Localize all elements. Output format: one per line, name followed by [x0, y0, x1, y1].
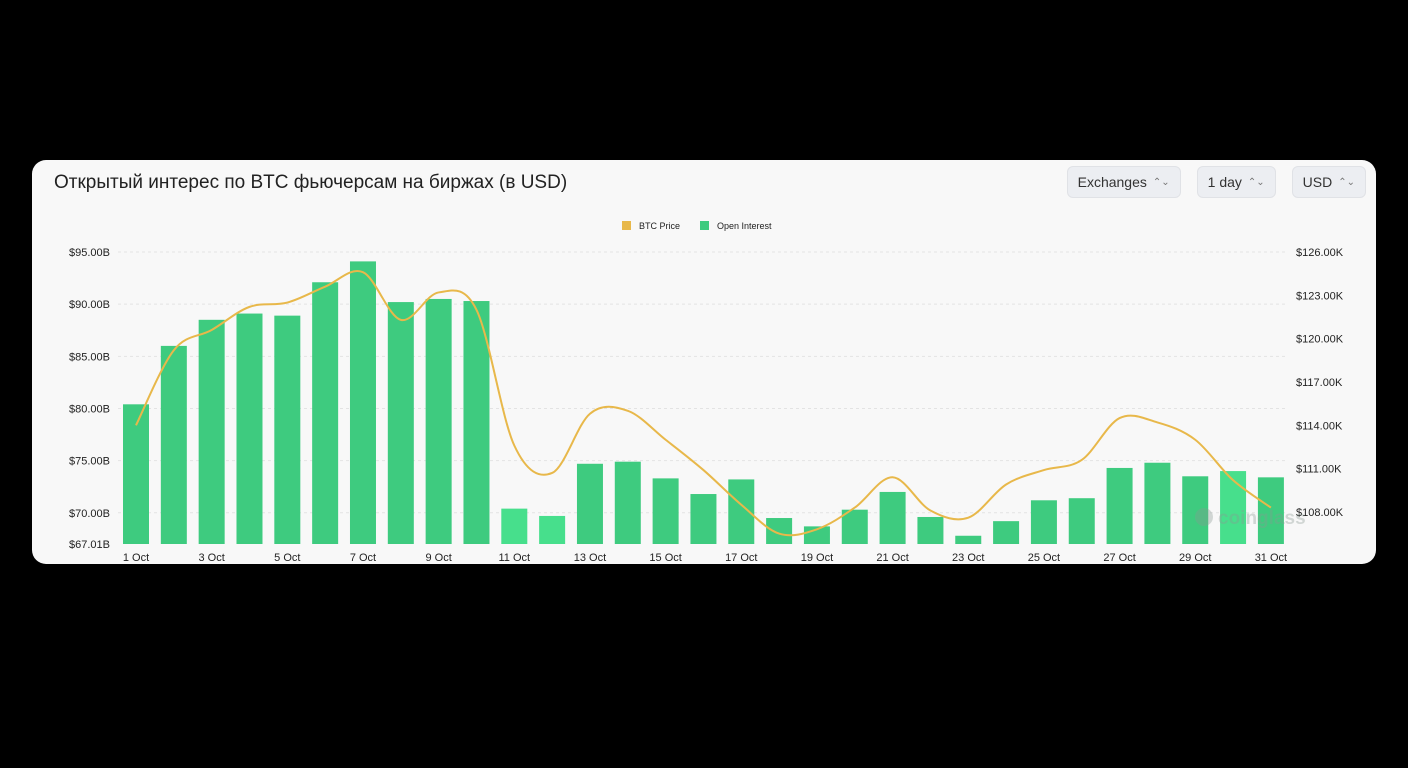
oi-bar[interactable]: [917, 516, 944, 544]
right-axis-tick: $123.00K: [1296, 290, 1344, 302]
left-axis-tick: $70.00B: [69, 508, 110, 520]
oi-bar[interactable]: [198, 319, 225, 544]
x-axis-tick: 3 Oct: [199, 552, 225, 564]
updown-chevron-icon: ⌃⌄: [1338, 176, 1355, 188]
oi-bar[interactable]: [841, 509, 868, 544]
page-title: Открытый интерес по BTC фьючерсам на бир…: [54, 172, 568, 193]
exchanges-select[interactable]: Exchanges ⌃⌄: [1066, 166, 1181, 198]
oi-bar[interactable]: [387, 302, 414, 544]
x-axis-tick: 27 Oct: [1103, 552, 1135, 564]
oi-bar[interactable]: [955, 535, 982, 544]
right-axis-tick: $117.00K: [1296, 377, 1343, 389]
chart-svg: BTC Price Open Interest $95.00B $90.00B $8…: [69, 221, 1344, 564]
left-axis-tick: $80.00B: [69, 403, 110, 415]
x-axis-tick: 25 Oct: [1028, 552, 1060, 564]
chart-controls: Exchanges ⌃⌄ 1 day ⌃⌄ USD ⌃⌄: [1066, 166, 1366, 198]
oi-bar[interactable]: [312, 282, 339, 544]
x-axis-tick: 5 Oct: [274, 552, 300, 564]
oi-bar[interactable]: [652, 478, 679, 544]
x-axis-tick: 29 Oct: [1179, 552, 1211, 564]
right-axis-tick: $108.00K: [1296, 507, 1344, 519]
x-axis-tick: 13 Oct: [574, 552, 606, 564]
x-axis-tick: 31 Oct: [1255, 552, 1287, 564]
oi-bar[interactable]: [1106, 467, 1133, 544]
oi-bar[interactable]: [1257, 477, 1284, 544]
oi-bar[interactable]: [425, 298, 452, 544]
oi-bar[interactable]: [1144, 462, 1171, 544]
oi-bar[interactable]: [690, 494, 717, 544]
legend-swatch-open-interest[interactable]: [700, 221, 709, 230]
oi-bar[interactable]: [879, 491, 906, 544]
coinglass-watermark: coinglass: [1195, 508, 1306, 529]
x-axis-tick: 21 Oct: [876, 552, 908, 564]
currency-select[interactable]: USD ⌃⌄: [1291, 166, 1366, 198]
oi-bar[interactable]: [236, 313, 263, 544]
left-axis-tick: $75.00B: [69, 456, 110, 468]
x-axis-tick: 19 Oct: [801, 552, 833, 564]
oi-bar[interactable]: [993, 521, 1020, 544]
exchanges-label: Exchanges: [1077, 174, 1147, 190]
oi-bar[interactable]: [1182, 476, 1209, 544]
legend-label-open-interest[interactable]: Open Interest: [717, 221, 772, 231]
legend-label-btc-price[interactable]: BTC Price: [639, 221, 680, 231]
right-axis-tick: $120.00K: [1296, 334, 1344, 346]
left-axis-tick: $90.00B: [69, 299, 110, 311]
oi-bar[interactable]: [501, 508, 528, 544]
currency-label: USD: [1302, 174, 1333, 190]
updown-chevron-icon: ⌃⌄: [1247, 176, 1265, 188]
oi-bar[interactable]: [123, 404, 149, 544]
oi-bar[interactable]: [463, 301, 490, 544]
oi-bar[interactable]: [160, 345, 187, 544]
right-axis-tick: $126.00K: [1296, 247, 1344, 259]
oi-bar[interactable]: [766, 518, 793, 544]
x-axis-tick: 11 Oct: [499, 552, 531, 564]
legend-swatch-btc-price[interactable]: [622, 221, 631, 230]
coinglass-logo-icon: [1195, 508, 1213, 526]
oi-bar[interactable]: [576, 463, 603, 544]
left-axis-tick: $95.00B: [69, 247, 110, 259]
btc-price-line[interactable]: [135, 270, 1272, 537]
oi-bar[interactable]: [349, 261, 376, 544]
left-axis-tick: $85.00B: [69, 351, 110, 363]
oi-bar[interactable]: [539, 515, 566, 544]
oi-bar[interactable]: [1030, 500, 1057, 544]
chart-card: Открытый интерес по BTC фьючерсам на бир…: [32, 160, 1376, 564]
x-axis-tick: 1 Oct: [123, 552, 149, 564]
x-axis-tick: 17 Oct: [725, 552, 757, 564]
interval-select[interactable]: 1 day ⌃⌄: [1196, 166, 1276, 198]
x-axis-tick: 23 Oct: [952, 552, 984, 564]
oi-bar[interactable]: [274, 315, 301, 544]
x-axis-tick: 15 Oct: [649, 552, 681, 564]
oi-bar[interactable]: [614, 461, 641, 544]
left-axis-tick: $67.01B: [69, 539, 110, 551]
updown-chevron-icon: ⌃⌄: [1152, 176, 1170, 188]
legend: BTC Price Open Interest: [622, 221, 772, 231]
oi-bar[interactable]: [1068, 498, 1095, 544]
right-axis-tick: $111.00K: [1296, 464, 1342, 476]
interval-label: 1 day: [1207, 174, 1242, 190]
x-axis-tick: 7 Oct: [350, 552, 376, 564]
x-axis-tick: 9 Oct: [425, 552, 451, 564]
svg-text:coinglass: coinglass: [1218, 508, 1306, 529]
right-axis-tick: $114.00K: [1296, 420, 1343, 432]
oi-bar[interactable]: [1220, 471, 1247, 544]
